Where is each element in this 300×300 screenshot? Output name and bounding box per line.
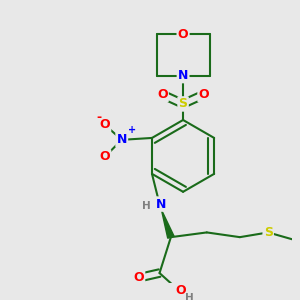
Text: O: O <box>178 28 188 40</box>
Text: H: H <box>142 201 151 211</box>
Text: O: O <box>199 88 209 101</box>
Text: N: N <box>178 69 188 82</box>
Text: +: + <box>128 125 136 135</box>
Text: H: H <box>185 292 194 300</box>
Text: S: S <box>264 226 273 239</box>
Text: O: O <box>99 118 110 131</box>
Text: O: O <box>134 271 144 284</box>
Text: S: S <box>178 98 188 110</box>
Text: N: N <box>156 198 167 211</box>
Text: -: - <box>96 111 101 124</box>
Polygon shape <box>161 210 174 238</box>
Text: O: O <box>157 88 168 101</box>
Text: N: N <box>117 133 127 146</box>
Text: O: O <box>175 284 186 297</box>
Text: O: O <box>99 150 110 163</box>
